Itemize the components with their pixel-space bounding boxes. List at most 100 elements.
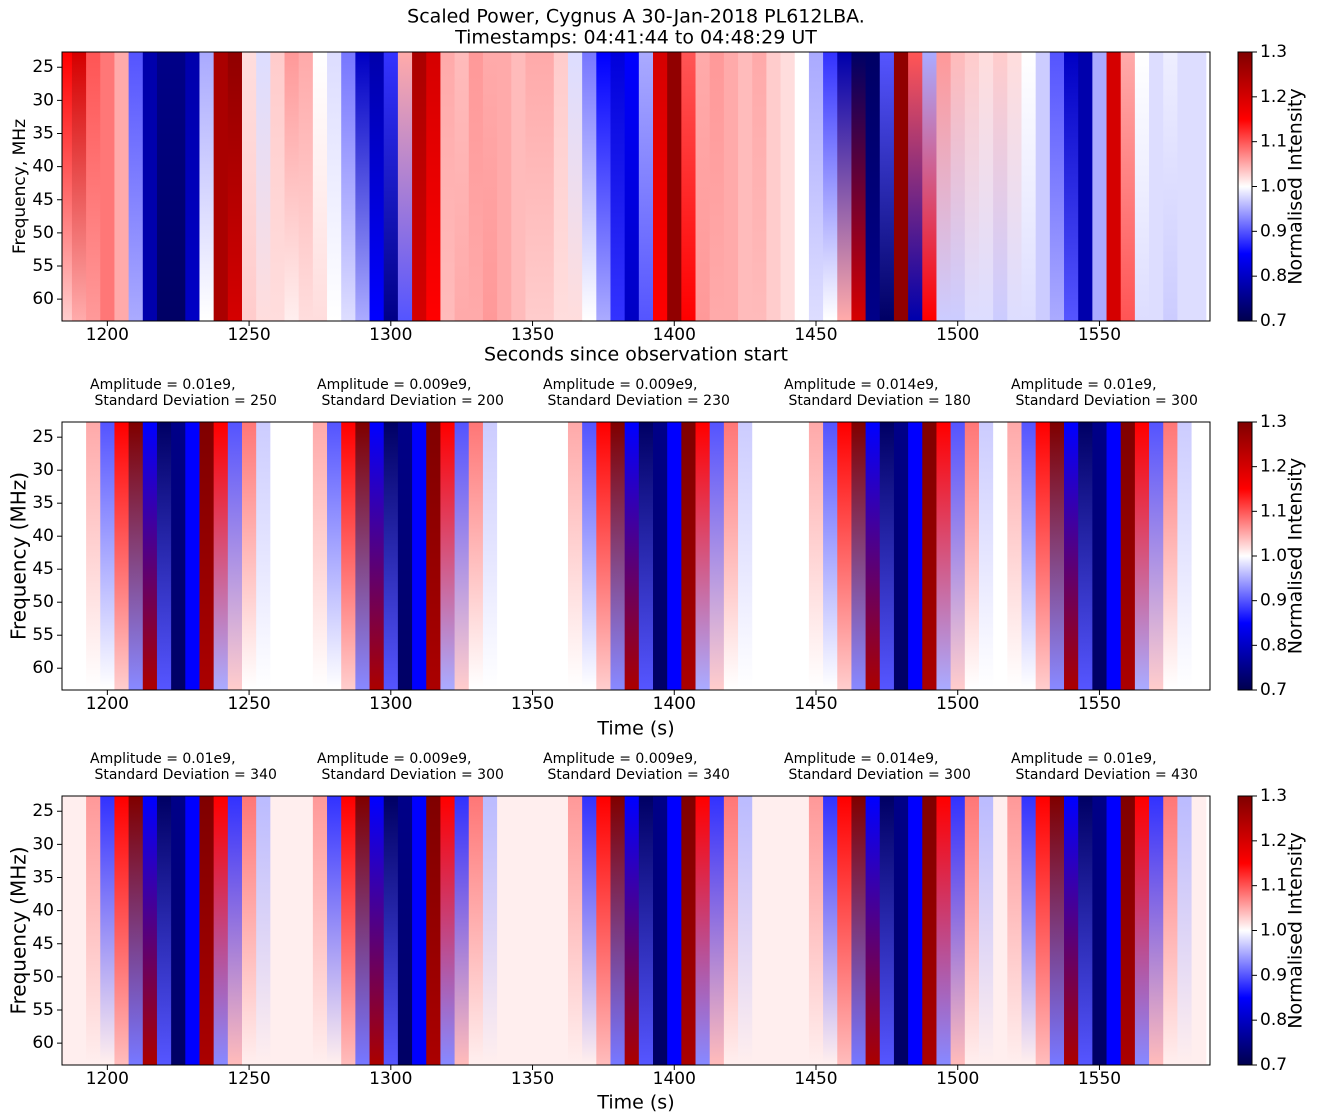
heatmap-cell — [539, 422, 555, 690]
heatmap-cell — [327, 796, 342, 1065]
heatmap-cell — [1134, 796, 1150, 1065]
annotation: Standard Deviation = 340 — [543, 767, 730, 783]
heatmap-cell — [667, 422, 682, 690]
y-tick-label: 40 — [32, 901, 54, 921]
heatmap-cell — [794, 422, 810, 690]
heatmap-cell — [440, 52, 456, 321]
heatmap-cell — [723, 422, 739, 690]
heatmap-cell — [1035, 796, 1051, 1065]
heatmap-cell — [426, 796, 442, 1065]
heatmap-cell — [270, 796, 286, 1065]
heatmap-cell — [227, 796, 243, 1065]
annotation: Standard Deviation = 200 — [317, 393, 504, 409]
y-tick-label: 60 — [32, 289, 54, 309]
heatmap-cell — [397, 422, 413, 690]
heatmap-cell — [1177, 796, 1193, 1065]
heatmap-cell — [341, 796, 356, 1065]
heatmap-cell — [511, 796, 527, 1065]
heatmap-cell — [227, 422, 243, 690]
heatmap-cell — [667, 796, 682, 1065]
heatmap-cell — [1149, 796, 1164, 1065]
heatmap-cell — [893, 52, 909, 321]
heatmap-cell — [1064, 52, 1079, 321]
heatmap-cell — [355, 422, 371, 690]
heatmap-cell — [511, 52, 527, 321]
y-tick-label: 60 — [32, 1033, 54, 1053]
heatmap-cell — [893, 422, 909, 690]
heatmap-cell — [312, 422, 328, 690]
annotation: Amplitude = 0.009e9, — [543, 377, 697, 393]
y-tick-label: 30 — [32, 90, 54, 110]
heatmap-cell — [497, 52, 512, 321]
y-tick-label: 55 — [32, 1000, 54, 1020]
heatmap-cell — [993, 422, 1008, 690]
heatmap-cell — [964, 422, 980, 690]
heatmap-cell — [1049, 796, 1065, 1065]
heatmap-cell — [1092, 52, 1108, 321]
heatmap-cell — [1191, 52, 1207, 321]
heatmap-cell — [256, 52, 271, 321]
x-tick-label: 1350 — [511, 694, 554, 714]
x-tick-label: 1350 — [511, 1069, 554, 1089]
heatmap-cell — [241, 796, 257, 1065]
y-axis-label: Frequency (MHz) — [7, 472, 31, 640]
heatmap-cell — [1035, 52, 1051, 321]
heatmap-cell — [567, 52, 583, 321]
annotation: Standard Deviation = 250 — [90, 393, 277, 409]
colorbar-tick-label: 1.3 — [1260, 42, 1287, 62]
heatmap-cell — [142, 796, 158, 1065]
heatmap-cell — [582, 52, 597, 321]
y-tick-label: 40 — [32, 157, 54, 177]
heatmap-cell — [1163, 52, 1179, 321]
heatmap-cell — [156, 796, 172, 1065]
heatmap-cell — [213, 52, 229, 321]
heatmap-cell — [922, 796, 938, 1065]
heatmap-cell — [851, 796, 867, 1065]
x-tick-label: 1550 — [1078, 325, 1121, 345]
heatmap-cell — [638, 52, 654, 321]
heatmap-cell — [256, 796, 271, 1065]
heatmap-cell — [241, 422, 257, 690]
heatmap-cell — [879, 422, 895, 690]
plot-frame — [61, 421, 1211, 691]
y-tick-label: 30 — [32, 460, 54, 480]
heatmap-cell — [128, 422, 144, 690]
annotation: Amplitude = 0.014e9, — [784, 751, 938, 767]
colorbar-tick-label: 0.9 — [1260, 591, 1287, 611]
heatmap-cell — [950, 52, 966, 321]
heatmap-cell — [1092, 422, 1108, 690]
heatmap-cell — [142, 422, 158, 690]
heatmap-cell — [808, 422, 824, 690]
heatmap-cell — [241, 52, 257, 321]
heatmap-cell — [681, 796, 697, 1065]
heatmap-cell — [964, 52, 980, 321]
heatmap-cell — [1177, 422, 1193, 690]
x-tick-label: 1250 — [227, 1069, 270, 1089]
heatmap-cell — [695, 52, 711, 321]
heatmap-cell — [412, 52, 427, 321]
chart-title: Scaled Power, Cygnus A 30-Jan-2018 PL612… — [407, 6, 865, 28]
heatmap-cell — [837, 796, 853, 1065]
annotation: Amplitude = 0.01e9, — [1011, 751, 1157, 767]
y-tick-label: 25 — [32, 57, 54, 77]
heatmap-cell — [936, 796, 952, 1065]
heatmap-cell — [1149, 52, 1164, 321]
colorbar-tick-label: 0.8 — [1260, 266, 1287, 286]
heatmap-cell — [440, 796, 456, 1065]
heatmap-cell — [922, 52, 938, 321]
heatmap-cell — [227, 52, 243, 321]
heatmap-cell — [553, 422, 569, 690]
heatmap-cell — [681, 52, 697, 321]
heatmap-cell — [1064, 796, 1079, 1065]
heatmap-cell — [780, 796, 796, 1065]
annotation: Standard Deviation = 230 — [543, 393, 730, 409]
colorbar-tick-label: 0.9 — [1260, 965, 1287, 985]
x-axis-label: Time (s) — [596, 718, 674, 740]
heatmap-cell — [653, 52, 668, 321]
heatmap-cell — [1106, 422, 1122, 690]
heatmap-cell — [1078, 422, 1093, 690]
heatmap-cell — [709, 422, 725, 690]
y-tick-label: 35 — [32, 123, 54, 143]
heatmap-cell — [837, 422, 853, 690]
